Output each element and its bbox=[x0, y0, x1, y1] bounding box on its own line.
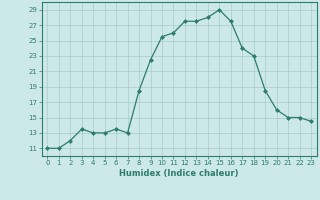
X-axis label: Humidex (Indice chaleur): Humidex (Indice chaleur) bbox=[119, 169, 239, 178]
